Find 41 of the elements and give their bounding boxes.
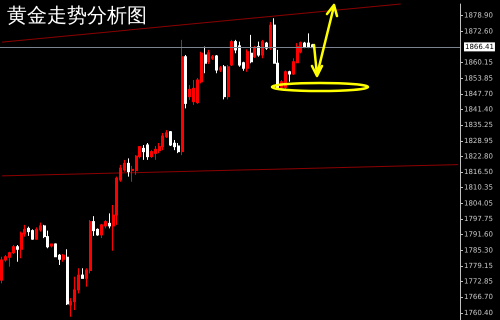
candlestick: [127, 158, 130, 178]
candlestick: [204, 46, 207, 74]
candlestick: [227, 64, 230, 100]
candlestick: [169, 130, 172, 147]
candlestick: [184, 54, 187, 109]
candlestick: [100, 223, 103, 239]
candlestick: [181, 39, 184, 156]
candlestick: [108, 212, 111, 229]
candlestick: [62, 253, 65, 262]
candlestick: [81, 268, 84, 279]
candlestick: [0, 256, 3, 284]
candlestick: [92, 216, 95, 236]
candlestick: [253, 45, 256, 58]
candlestick: [161, 132, 164, 151]
chart-title: 黄金走势分析图: [7, 3, 147, 27]
candlestick: [257, 41, 260, 58]
candlestick: [219, 65, 222, 73]
candlestick: [35, 226, 38, 240]
candlestick: [192, 80, 195, 106]
candlestick: [246, 48, 249, 72]
candlestick: [154, 146, 157, 160]
candlestick: [261, 39, 264, 59]
candlestick: [142, 144, 145, 160]
candlestick: [307, 32, 310, 49]
candlestick: [238, 41, 241, 68]
candlestick: [146, 142, 149, 160]
candlestick: [250, 34, 253, 64]
candlestick: [31, 228, 34, 240]
candlestick: [27, 226, 30, 236]
candlestick: [211, 54, 214, 60]
candlestick: [215, 54, 218, 74]
candlestick: [177, 142, 180, 154]
candlestick: [230, 39, 233, 66]
candlestick: [288, 70, 291, 82]
candlestick: [16, 244, 19, 262]
candlestick: [223, 64, 226, 100]
candlestick: [150, 150, 153, 158]
candlestick: [207, 49, 210, 64]
candlestick: [50, 243, 53, 248]
candlestick: [66, 248, 69, 306]
candlestick: [269, 22, 272, 50]
